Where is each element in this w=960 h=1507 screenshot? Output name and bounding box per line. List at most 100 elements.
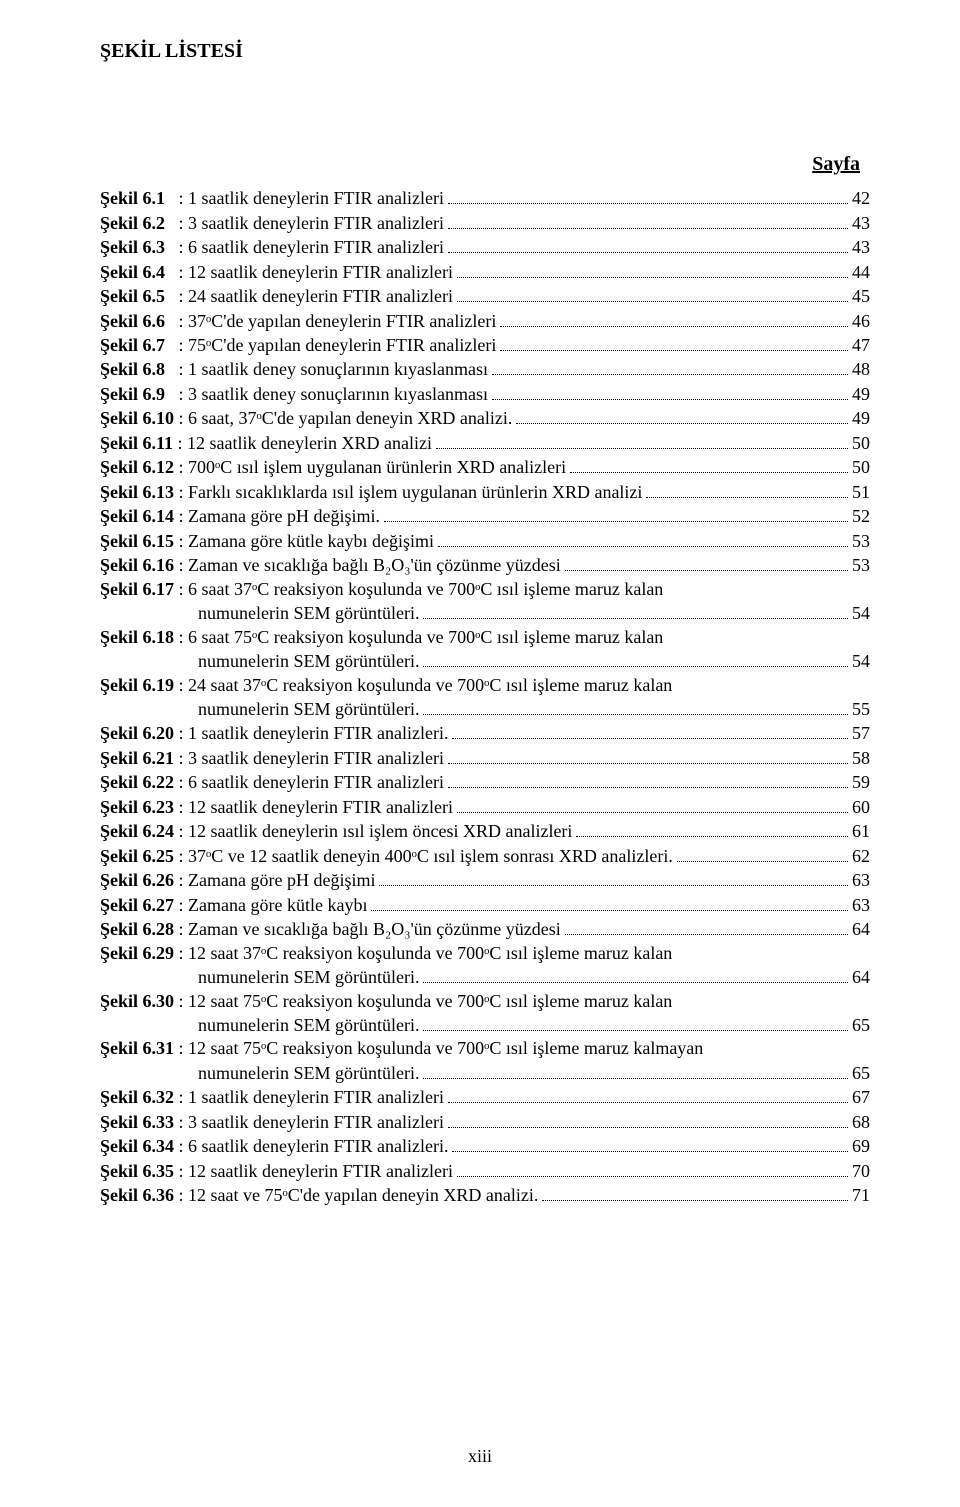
toc-entry: Şekil 6.25 : 37ᵒC ve 12 saatlik deneyin … — [100, 844, 870, 868]
toc-entry-separator: : — [174, 869, 188, 892]
toc-leader — [448, 235, 848, 253]
toc-entry-label: Şekil 6.24 — [100, 820, 174, 843]
toc-entry-page: 43 — [852, 212, 870, 235]
toc-entry-text: 12 saatlik deneylerin XRD analizi — [187, 432, 432, 455]
toc-entry-text: 37ᵒC'de yapılan deneylerin FTIR analizle… — [188, 310, 496, 333]
toc-entry: Şekil 6.1 : 1 saatlik deneylerin FTIR an… — [100, 186, 870, 210]
toc-entry-page: 63 — [852, 894, 870, 917]
toc-entry-page: 71 — [852, 1184, 870, 1207]
toc-entry-text: 75ᵒC'de yapılan deneylerin FTIR analizle… — [188, 334, 496, 357]
toc-entry-label: Şekil 6.1 — [100, 187, 165, 210]
toc-leader — [423, 601, 848, 619]
toc-entry-page: 54 — [852, 602, 870, 625]
toc-entry-separator: : — [174, 722, 188, 745]
toc-leader — [423, 697, 848, 715]
toc-entry-label: Şekil 6.7 — [100, 334, 165, 357]
toc-leader — [436, 431, 848, 449]
toc-entry: Şekil 6.5 : 24 saatlik deneylerin FTIR a… — [100, 284, 870, 308]
toc-entry-label: Şekil 6.31 — [100, 1038, 174, 1058]
toc-entry: Şekil 6.15 : Zamana göre kütle kaybı değ… — [100, 529, 870, 553]
toc-entry-separator: : — [174, 796, 188, 819]
toc-entry-text: 6 saat 75ᵒC reaksiyon koşulunda ve 700ᵒC… — [188, 627, 663, 647]
toc-entry-text: 12 saat 75ᵒC reaksiyon koşulunda ve 700ᵒ… — [188, 1038, 703, 1058]
toc-entry-separator: : — [165, 285, 188, 308]
toc-leader — [457, 259, 848, 277]
toc-entry-text: 12 saat 37ᵒC reaksiyon koşulunda ve 700ᵒ… — [188, 943, 672, 963]
toc-entry-label: Şekil 6.4 — [100, 261, 165, 284]
toc-entry-separator: : — [174, 820, 188, 843]
toc-entry-label: Şekil 6.3 — [100, 236, 165, 259]
toc-entry-text: Zamana göre kütle kaybı değişimi — [188, 530, 434, 553]
toc-leader — [448, 746, 848, 764]
toc-entry: Şekil 6.20 : 1 saatlik deneylerin FTIR a… — [100, 721, 870, 745]
toc-entry-text: 1 saatlik deneylerin FTIR analizleri — [188, 187, 444, 210]
toc-entry: Şekil 6.18 : 6 saat 75ᵒC reaksiyon koşul… — [100, 626, 870, 674]
toc-entry-label: Şekil 6.27 — [100, 894, 174, 917]
toc-entry-label: Şekil 6.6 — [100, 310, 165, 333]
toc-entry-separator: : — [174, 554, 188, 577]
toc-entry-text: 1 saatlik deney sonuçlarının kıyaslanmas… — [188, 358, 488, 381]
toc-entry: Şekil 6.21 : 3 saatlik deneylerin FTIR a… — [100, 746, 870, 770]
toc-leader — [448, 186, 848, 204]
toc-entry-label: Şekil 6.17 — [100, 579, 174, 599]
toc-entry-label: Şekil 6.20 — [100, 722, 174, 745]
toc-entry-separator: : — [174, 675, 188, 695]
toc-entry-text: numunelerin SEM görüntüleri. — [198, 1062, 419, 1085]
toc-leader — [452, 721, 848, 739]
toc-entry: Şekil 6.12 : 700ᵒC ısıl işlem uygulanan … — [100, 455, 870, 479]
toc-entry: Şekil 6.28 : Zaman ve sıcaklığa bağlı B₂… — [100, 917, 870, 941]
toc-entry-label: Şekil 6.16 — [100, 554, 174, 577]
toc-leader — [516, 406, 848, 424]
toc-entry-text: Zamana göre pH değişimi. — [188, 505, 380, 528]
toc-entry-label: Şekil 6.22 — [100, 771, 174, 794]
toc-entry: Şekil 6.30 : 12 saat 75ᵒC reaksiyon koşu… — [100, 990, 870, 1038]
toc-entry: Şekil 6.3 : 6 saatlik deneylerin FTIR an… — [100, 235, 870, 259]
toc-entry-page: 64 — [852, 918, 870, 941]
toc-leader — [500, 308, 848, 326]
page-subtitle: Sayfa — [100, 153, 870, 176]
toc-entry-text: 1 saatlik deneylerin FTIR analizleri — [188, 1086, 444, 1109]
toc-leader — [542, 1183, 848, 1201]
toc-entry-separator: : — [174, 481, 188, 504]
toc-entry: Şekil 6.29 : 12 saat 37ᵒC reaksiyon koşu… — [100, 942, 870, 990]
toc-entry-separator: : — [174, 505, 188, 528]
toc-entry-text: 12 saat 75ᵒC reaksiyon koşulunda ve 700ᵒ… — [188, 991, 672, 1011]
toc-leader — [423, 1061, 848, 1079]
toc-entry-label: Şekil 6.35 — [100, 1160, 174, 1183]
toc-entry-separator: : — [174, 1111, 188, 1134]
toc-entry: Şekil 6.7 : 75ᵒC'de yapılan deneylerin F… — [100, 333, 870, 357]
page-number: xiii — [0, 1446, 960, 1467]
toc-leader — [379, 868, 848, 886]
toc-entry-text: numunelerin SEM görüntüleri. — [198, 698, 419, 721]
toc-entry-page: 60 — [852, 796, 870, 819]
document-page: ŞEKİL LİSTESİ Sayfa Şekil 6.1 : 1 saatli… — [0, 0, 960, 1507]
toc-entry-separator: : — [174, 1160, 188, 1183]
toc-entry-label: Şekil 6.36 — [100, 1184, 174, 1207]
toc-entry: Şekil 6.11 : 12 saatlik deneylerin XRD a… — [100, 431, 870, 455]
toc-entry-separator: : — [165, 187, 188, 210]
toc-entry-text: 3 saatlik deneylerin FTIR analizleri — [188, 747, 444, 770]
toc-entry-text: numunelerin SEM görüntüleri. — [198, 602, 419, 625]
toc-entry-text: numunelerin SEM görüntüleri. — [198, 1014, 419, 1037]
toc-entry-page: 44 — [852, 261, 870, 284]
toc-entry: Şekil 6.16 : Zaman ve sıcaklığa bağlı B₂… — [100, 553, 870, 577]
toc-entry: Şekil 6.31 : 12 saat 75ᵒC reaksiyon koşu… — [100, 1037, 870, 1085]
toc-entry-text: Farklı sıcaklıklarda ısıl işlem uygulana… — [188, 481, 642, 504]
toc-leader — [457, 284, 848, 302]
toc-entry-separator: : — [165, 212, 188, 235]
toc-leader — [448, 210, 848, 228]
toc-entry: Şekil 6.23 : 12 saatlik deneylerin FTIR … — [100, 795, 870, 819]
toc-entry-page: 62 — [852, 845, 870, 868]
toc-entry-label: Şekil 6.25 — [100, 845, 174, 868]
toc-leader — [457, 795, 848, 813]
toc-entry-text: 6 saat, 37ᵒC'de yapılan deneyin XRD anal… — [188, 407, 512, 430]
page-title: ŞEKİL LİSTESİ — [100, 40, 870, 63]
toc-entry-label: Şekil 6.19 — [100, 675, 174, 695]
toc-entry-separator: : — [165, 261, 188, 284]
toc-entry-page: 47 — [852, 334, 870, 357]
toc-entry-label: Şekil 6.2 — [100, 212, 165, 235]
toc-entry-page: 59 — [852, 771, 870, 794]
toc-entry-label: Şekil 6.11 — [100, 432, 173, 455]
toc-entry-label: Şekil 6.34 — [100, 1135, 174, 1158]
toc-entry: Şekil 6.9 : 3 saatlik deney sonuçlarının… — [100, 382, 870, 406]
